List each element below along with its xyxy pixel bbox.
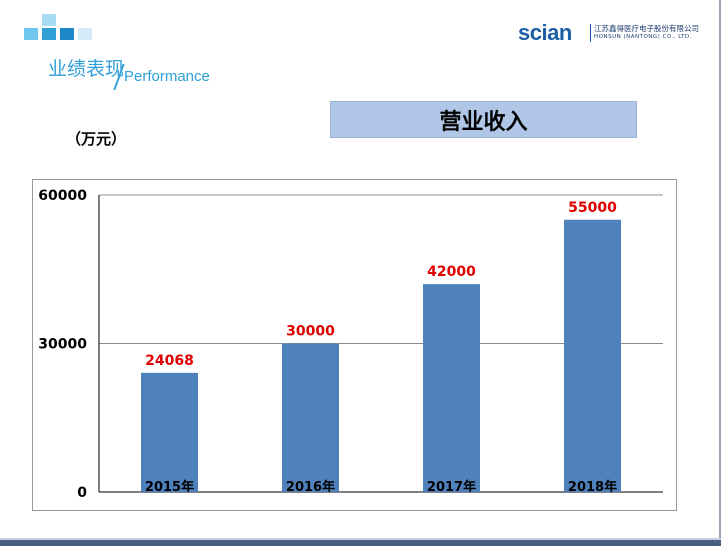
logo-square: [60, 28, 74, 40]
logo-square: [24, 28, 38, 40]
bar-value-label: 30000: [286, 324, 335, 340]
section-subtitle: Performance: [124, 68, 210, 85]
unit-label: （万元）: [66, 130, 127, 148]
brand-logo-text: scian: [518, 20, 572, 45]
slide-footer-highlight: [0, 538, 721, 540]
y-tick-label: 30000: [38, 337, 87, 353]
decorative-squares-logo: [24, 14, 104, 50]
bar: [141, 372, 198, 492]
bar-chart: 0 30000 60000 24068 2015年 30000 2016年 42000 2017…: [38, 188, 663, 501]
x-category-label: 2017年: [427, 479, 476, 495]
brand-company-en: HONSUN (NANTONG) CO., LTD.: [594, 34, 692, 40]
y-tick-label: 0: [77, 485, 87, 501]
logo-square: [42, 14, 56, 26]
x-category-label: 2015年: [145, 479, 194, 495]
logo-square: [78, 28, 92, 40]
slide-right-border: [719, 0, 721, 546]
bar-value-label: 55000: [568, 200, 617, 216]
bar: [564, 219, 621, 492]
x-category-label: 2016年: [286, 479, 335, 495]
chart-container: 0 30000 60000 24068 2015年 30000 2016年 42000 2017…: [32, 179, 677, 511]
logo-square: [42, 28, 56, 40]
slide-title: 营业收入: [330, 101, 637, 138]
bar: [423, 284, 480, 492]
brand-divider: [590, 24, 591, 42]
brand-company-cn: 江苏鑫得医疗电子股份有限公司: [594, 24, 699, 33]
section-title: 业绩表现: [48, 58, 125, 80]
bar: [282, 343, 339, 492]
bar-value-label: 42000: [427, 264, 476, 280]
x-category-label: 2018年: [568, 479, 617, 495]
y-tick-label: 60000: [38, 188, 87, 204]
bar-value-label: 24068: [145, 353, 194, 369]
slide-footer-bar: [0, 540, 721, 546]
